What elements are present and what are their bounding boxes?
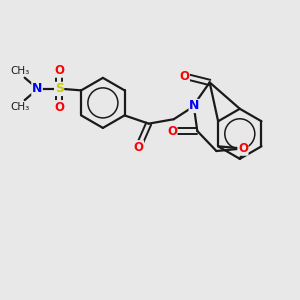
Text: O: O [54, 101, 64, 114]
Text: N: N [189, 100, 200, 112]
Text: O: O [134, 141, 143, 154]
Text: N: N [32, 82, 42, 95]
Text: O: O [167, 124, 177, 137]
Text: S: S [55, 82, 64, 95]
Text: O: O [179, 70, 189, 83]
Text: CH₃: CH₃ [10, 66, 30, 76]
Text: CH₃: CH₃ [10, 102, 30, 112]
Text: O: O [54, 64, 64, 77]
Text: O: O [238, 142, 248, 155]
